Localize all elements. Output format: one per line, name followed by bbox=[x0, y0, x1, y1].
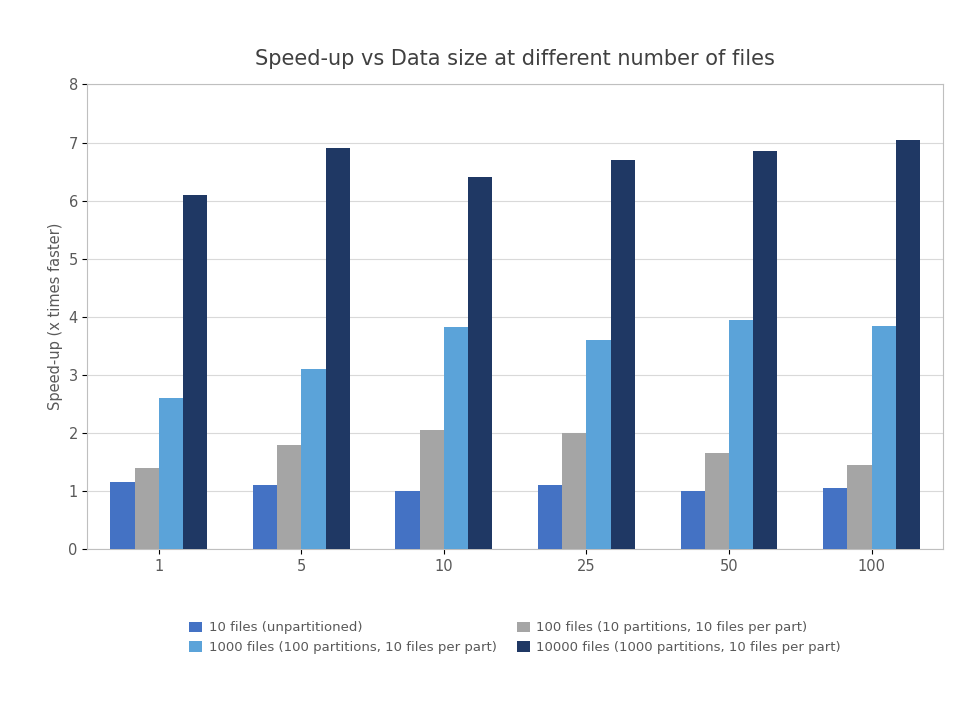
Bar bbox=[896, 139, 920, 549]
Bar bbox=[538, 485, 562, 549]
Bar bbox=[729, 320, 753, 549]
Bar bbox=[610, 160, 635, 549]
Title: Speed-up vs Data size at different number of files: Speed-up vs Data size at different numbe… bbox=[256, 49, 775, 69]
Bar bbox=[705, 453, 729, 549]
Bar bbox=[680, 491, 705, 549]
Y-axis label: Speed-up (x times faster): Speed-up (x times faster) bbox=[48, 223, 63, 410]
Bar bbox=[444, 327, 469, 549]
Bar bbox=[183, 195, 207, 549]
Bar bbox=[158, 398, 183, 549]
Bar bbox=[277, 445, 301, 549]
Bar bbox=[396, 491, 420, 549]
Bar bbox=[301, 369, 326, 549]
Bar bbox=[110, 482, 134, 549]
Bar bbox=[872, 325, 896, 549]
Bar bbox=[469, 177, 493, 549]
Legend: 10 files (unpartitioned), 1000 files (100 partitions, 10 files per part), 100 fi: 10 files (unpartitioned), 1000 files (10… bbox=[184, 616, 847, 659]
Bar bbox=[848, 465, 872, 549]
Bar bbox=[420, 430, 444, 549]
Bar bbox=[586, 340, 610, 549]
Bar bbox=[326, 149, 350, 549]
Bar bbox=[134, 467, 158, 549]
Bar bbox=[823, 488, 848, 549]
Bar bbox=[253, 485, 277, 549]
Bar bbox=[753, 151, 778, 549]
Bar bbox=[562, 433, 586, 549]
